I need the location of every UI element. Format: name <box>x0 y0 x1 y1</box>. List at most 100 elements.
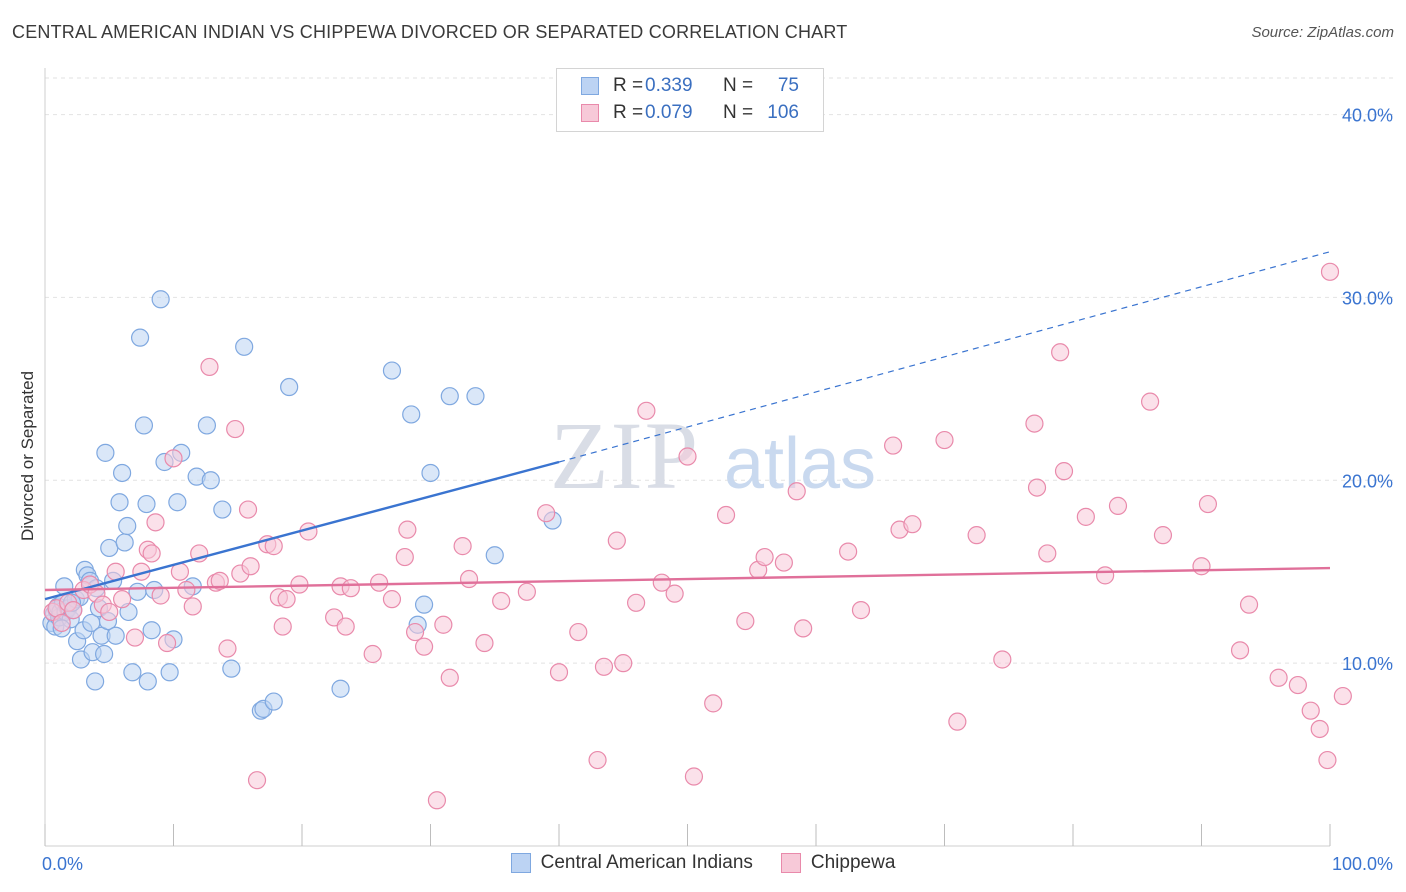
legend-r-value: 0.079 <box>645 102 693 123</box>
legend-swatch-pink <box>581 104 599 122</box>
legend-n-value: 106 <box>767 102 799 123</box>
data-point <box>903 515 922 534</box>
data-point <box>1333 686 1352 706</box>
data-point <box>1153 526 1173 545</box>
data-point <box>138 672 157 691</box>
data-point <box>1025 414 1044 433</box>
data-point <box>1140 392 1160 411</box>
legend-r-value: 0.339 <box>645 75 693 96</box>
data-point <box>264 692 283 711</box>
data-point <box>177 580 196 600</box>
data-point <box>168 493 187 512</box>
y-tick-label: 10.0% <box>1342 654 1393 674</box>
legend-n-label: N = <box>723 102 754 123</box>
data-point <box>1288 675 1307 695</box>
data-point <box>839 542 858 561</box>
data-point <box>475 633 494 653</box>
data-point <box>716 505 736 525</box>
data-point <box>151 586 170 605</box>
data-point <box>1027 478 1047 497</box>
data-point <box>935 430 954 450</box>
source-label: Source: ZipAtlas.com <box>1251 24 1394 41</box>
data-point <box>164 449 183 468</box>
data-point <box>96 443 115 462</box>
legend-n-label: N = <box>723 75 754 96</box>
data-point <box>466 387 485 406</box>
bottom-legend-label: Chippewa <box>810 852 896 873</box>
data-point <box>607 531 626 550</box>
bottom-legend: Central American Indians Chippewa <box>0 852 1406 874</box>
data-point <box>421 463 440 483</box>
data-point <box>277 590 296 609</box>
data-point <box>626 593 646 612</box>
data-point <box>678 447 697 466</box>
legend-row-chippewa: R = 0.079 N = 106 <box>581 101 799 125</box>
data-point <box>398 520 417 539</box>
series-central-american-indians <box>42 290 562 720</box>
data-point <box>142 621 161 640</box>
data-point <box>52 613 71 633</box>
data-point <box>774 553 793 572</box>
data-point <box>382 361 402 380</box>
data-point <box>883 436 903 455</box>
data-point <box>395 547 414 567</box>
axes <box>44 68 1331 847</box>
data-point <box>200 357 219 377</box>
bottom-legend-chippewa: Chippewa <box>780 852 896 874</box>
data-point <box>112 590 132 609</box>
legend-swatch-blue <box>581 77 599 95</box>
data-point <box>235 337 254 356</box>
data-point <box>1054 462 1074 481</box>
bottom-legend-swatch-blue <box>510 853 531 873</box>
legend-r-label: R = <box>613 102 644 123</box>
data-point <box>273 617 292 636</box>
data-point <box>851 601 871 620</box>
data-point <box>967 526 986 545</box>
data-point <box>137 494 156 514</box>
data-point <box>787 482 806 501</box>
data-point <box>414 595 434 614</box>
data-point <box>370 573 389 592</box>
y-tick-label: 40.0% <box>1342 106 1393 126</box>
data-point <box>238 500 258 519</box>
data-point <box>100 538 119 558</box>
data-point <box>637 401 656 420</box>
data-point <box>1301 701 1320 720</box>
data-point <box>197 416 217 435</box>
data-point <box>1038 544 1057 563</box>
legend-row-central-american-indians: R = 0.339 N = 75 <box>581 74 799 98</box>
data-point <box>1198 494 1218 514</box>
data-point <box>95 644 114 664</box>
data-point <box>213 500 232 519</box>
data-point <box>331 679 350 698</box>
trend-line-extension <box>558 251 1331 463</box>
bottom-legend-label: Central American Indians <box>540 852 753 873</box>
data-point <box>134 416 154 435</box>
data-point <box>1269 668 1288 687</box>
series-layer <box>42 262 1352 810</box>
data-point <box>755 547 774 567</box>
data-point <box>363 644 382 664</box>
bottom-legend-swatch-pink <box>780 853 801 873</box>
data-point <box>569 622 588 642</box>
data-point <box>414 637 434 656</box>
data-point <box>794 619 813 638</box>
data-point <box>247 771 267 790</box>
data-point <box>160 663 179 682</box>
data-point <box>382 590 402 609</box>
tick-labels: 10.0% 20.0% 30.0% 40.0% 0.0% 100.0% <box>42 106 1393 874</box>
data-point <box>130 328 150 347</box>
data-point <box>123 663 142 682</box>
data-point <box>684 767 704 786</box>
data-point <box>704 694 723 713</box>
data-point <box>142 544 161 563</box>
trend-line <box>44 566 1331 592</box>
data-point <box>280 377 299 397</box>
data-point <box>341 579 360 598</box>
data-point <box>993 650 1012 669</box>
x-tick-label: 100.0% <box>1332 854 1393 874</box>
data-point <box>210 571 229 590</box>
data-point <box>146 513 165 532</box>
data-point <box>492 591 511 611</box>
data-point <box>241 557 260 576</box>
